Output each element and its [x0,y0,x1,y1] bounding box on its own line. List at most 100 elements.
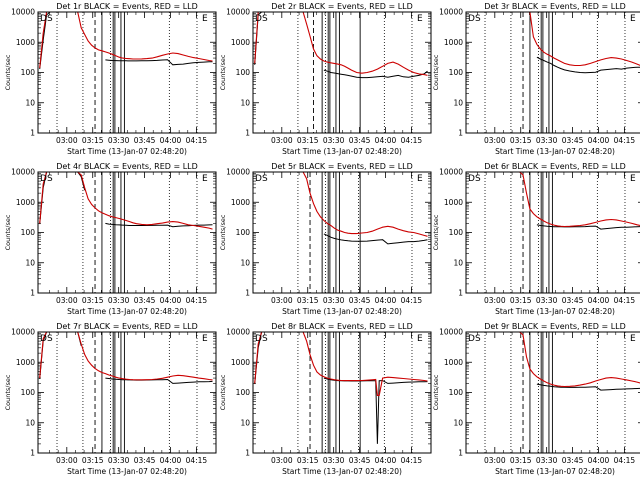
x-tick-label: 03:45 [349,296,371,305]
y-tick-label: 10 [453,418,463,427]
panel-title: Det 1r BLACK = Events, RED = LLD [56,2,198,11]
y-tick-label: 10000 [439,8,463,17]
y-tick-label: 100 [449,228,464,237]
y-tick-label: 100 [236,388,251,397]
y-tick-label: 1 [245,449,250,458]
y-axis-label: Counts/sec [219,214,227,250]
x-tick-label: 03:30 [536,456,558,465]
x-tick-label: 03:45 [562,296,584,305]
corner-letter: D [468,334,475,344]
corner-letter: S [47,174,53,184]
plot-frame [37,11,217,134]
x-tick-label: 03:00 [484,456,506,465]
events-series-line [254,172,428,245]
y-tick-label: 1000 [231,38,250,47]
x-tick-label: 04:15 [614,136,636,145]
y-tick-label: 1 [458,129,463,138]
corner-letter: S [262,334,268,344]
x-tick-label: 03:30 [323,296,345,305]
x-axis-label: Start Time (13-Jan-07 02:48:20) [282,467,402,476]
y-tick-label: 1 [458,289,463,298]
lld-series-line [467,172,640,228]
panel-title: Det 7r BLACK = Events, RED = LLD [56,322,198,331]
x-tick-label: 03:45 [349,136,371,145]
x-tick-label: 04:15 [614,296,636,305]
y-tick-label: 10 [25,98,35,107]
corner-letter: D [468,14,475,24]
plot-frame [37,171,217,294]
x-tick-label: 03:15 [82,456,104,465]
corner-letter: E [417,14,423,24]
x-axis-label: Start Time (13-Jan-07 02:48:20) [495,147,615,156]
y-tick-label: 100 [21,228,36,237]
y-tick-label: 10000 [226,8,250,17]
x-tick-label: 03:15 [297,136,319,145]
y-tick-label: 10000 [439,168,463,177]
lld-series-line [39,12,213,69]
panel-3: Det 3r BLACK = Events, RED = LLD Counts/s… [432,2,640,156]
panel-title: Det 9r BLACK = Events, RED = LLD [484,322,626,331]
corner-letter: E [630,174,636,184]
x-tick-label: 04:15 [401,296,423,305]
y-tick-label: 1000 [444,38,463,47]
x-tick-label: 04:00 [588,136,610,145]
y-tick-label: 1000 [444,358,463,367]
x-axis-label: Start Time (13-Jan-07 02:48:20) [67,467,187,476]
corner-letter: E [202,334,208,344]
x-tick-label: 03:45 [134,136,156,145]
x-tick-label: 03:00 [56,296,78,305]
y-tick-label: 1000 [16,198,35,207]
panel-title: Det 6r BLACK = Events, RED = LLD [484,162,626,171]
corner-letter: E [202,174,208,184]
y-tick-label: 1000 [16,38,35,47]
x-tick-label: 03:30 [108,136,130,145]
corner-letter: S [475,14,481,24]
panel-8: Det 8r BLACK = Events, RED = LLD Counts/s… [219,322,432,476]
x-tick-label: 03:45 [134,296,156,305]
corner-letter: E [630,14,636,24]
y-tick-label: 1000 [444,198,463,207]
y-tick-label: 10 [240,258,250,267]
plot-frame [252,11,432,134]
x-tick-label: 04:00 [160,456,182,465]
x-tick-label: 03:00 [271,296,293,305]
x-tick-label: 03:30 [323,136,345,145]
x-axis-label: Start Time (13-Jan-07 02:48:20) [282,307,402,316]
panel-9: Det 9r BLACK = Events, RED = LLD Counts/s… [432,322,640,476]
x-tick-label: 03:15 [297,456,319,465]
x-axis-label: Start Time (13-Jan-07 02:48:20) [67,147,187,156]
lld-series-line [467,12,640,67]
x-tick-label: 04:15 [186,296,208,305]
corner-letter: D [40,334,47,344]
x-tick-label: 04:00 [375,456,397,465]
lld-series-line [467,332,640,388]
y-tick-label: 10 [453,258,463,267]
x-axis-label: Start Time (13-Jan-07 02:48:20) [495,467,615,476]
plot-frame [465,331,640,454]
x-tick-label: 03:30 [108,296,130,305]
x-tick-label: 03:30 [108,456,130,465]
corner-letter: E [202,14,208,24]
events-series-line [254,332,428,444]
x-tick-label: 04:00 [375,296,397,305]
x-tick-label: 04:00 [160,136,182,145]
y-tick-label: 1 [30,129,35,138]
corner-letter: S [475,174,481,184]
x-tick-label: 04:15 [186,456,208,465]
x-tick-label: 03:00 [271,456,293,465]
y-tick-label: 10 [453,98,463,107]
x-tick-label: 03:15 [82,296,104,305]
y-tick-label: 10000 [439,328,463,337]
panel-title: Det 5r BLACK = Events, RED = LLD [271,162,413,171]
x-tick-label: 04:00 [160,296,182,305]
x-tick-label: 04:00 [375,136,397,145]
panel-6: Det 6r BLACK = Events, RED = LLD Counts/s… [432,162,640,316]
y-tick-label: 100 [236,228,251,237]
lld-series-line [254,12,428,76]
y-axis-label: Counts/sec [4,54,12,90]
y-tick-label: 100 [21,388,36,397]
plot-frame [252,331,432,454]
y-axis-label: Counts/sec [219,54,227,90]
x-tick-label: 03:15 [510,296,532,305]
